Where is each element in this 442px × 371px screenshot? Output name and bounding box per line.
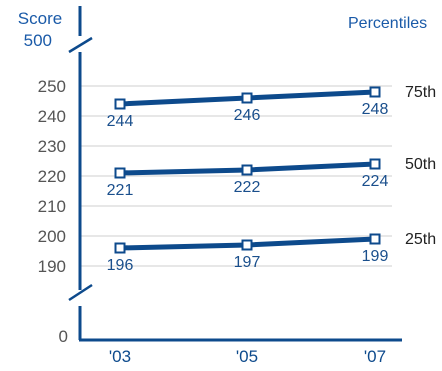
- data-value-label: 244: [107, 113, 134, 130]
- x-tick-label: '07: [364, 347, 386, 366]
- y-axis-zero-label: 0: [59, 327, 68, 346]
- x-tick-labels: '03 '05 '07: [109, 347, 386, 366]
- x-tick-label: '05: [236, 347, 258, 366]
- axes: Score 500 0 Percentiles: [18, 9, 427, 346]
- legend-title: Percentiles: [348, 15, 427, 32]
- data-value-label: 224: [362, 173, 389, 190]
- data-value-label: 246: [234, 107, 261, 124]
- y-tick-label: 230: [38, 137, 66, 156]
- data-point-marker: [369, 233, 381, 245]
- y-tick-label: 250: [38, 77, 66, 96]
- data-point-marker: [369, 86, 381, 98]
- y-tick-label: 220: [38, 167, 66, 186]
- data-point-marker: [114, 167, 126, 179]
- y-tick-label: 240: [38, 107, 66, 126]
- axis-lines: [68, 6, 402, 342]
- y-axis-top-label: 500: [24, 31, 52, 50]
- series-name-label: 75th: [405, 84, 436, 101]
- gridlines: [80, 85, 392, 267]
- y-tick-label: 200: [38, 227, 66, 246]
- y-tick-label: 190: [38, 257, 66, 276]
- axis-break-mark: [68, 36, 93, 54]
- data-value-label: 199: [362, 248, 389, 265]
- axis-break-mark: [68, 283, 93, 302]
- y-axis-label: Score: [18, 9, 62, 28]
- data-point-marker: [241, 239, 253, 251]
- data-point-marker: [369, 158, 381, 170]
- y-tick-label: 210: [38, 197, 66, 216]
- series-name-label: 50th: [405, 156, 436, 173]
- data-point-marker: [241, 164, 253, 176]
- data-value-label: 248: [362, 101, 389, 118]
- data-value-label: 196: [107, 257, 134, 274]
- x-tick-label: '03: [109, 347, 131, 366]
- y-tick-labels: 250 240 230 220 210 200 190: [38, 77, 66, 276]
- data-point-marker: [114, 98, 126, 110]
- data-point-marker: [241, 92, 253, 104]
- series-group: 244 246 248 75th 221 222 224 50th 196 197 199 25th: [107, 84, 436, 274]
- data-point-marker: [114, 242, 126, 254]
- series-name-label: 25th: [405, 231, 436, 248]
- data-value-label: 222: [234, 179, 261, 196]
- data-value-label: 221: [107, 182, 134, 199]
- data-value-label: 197: [234, 254, 261, 271]
